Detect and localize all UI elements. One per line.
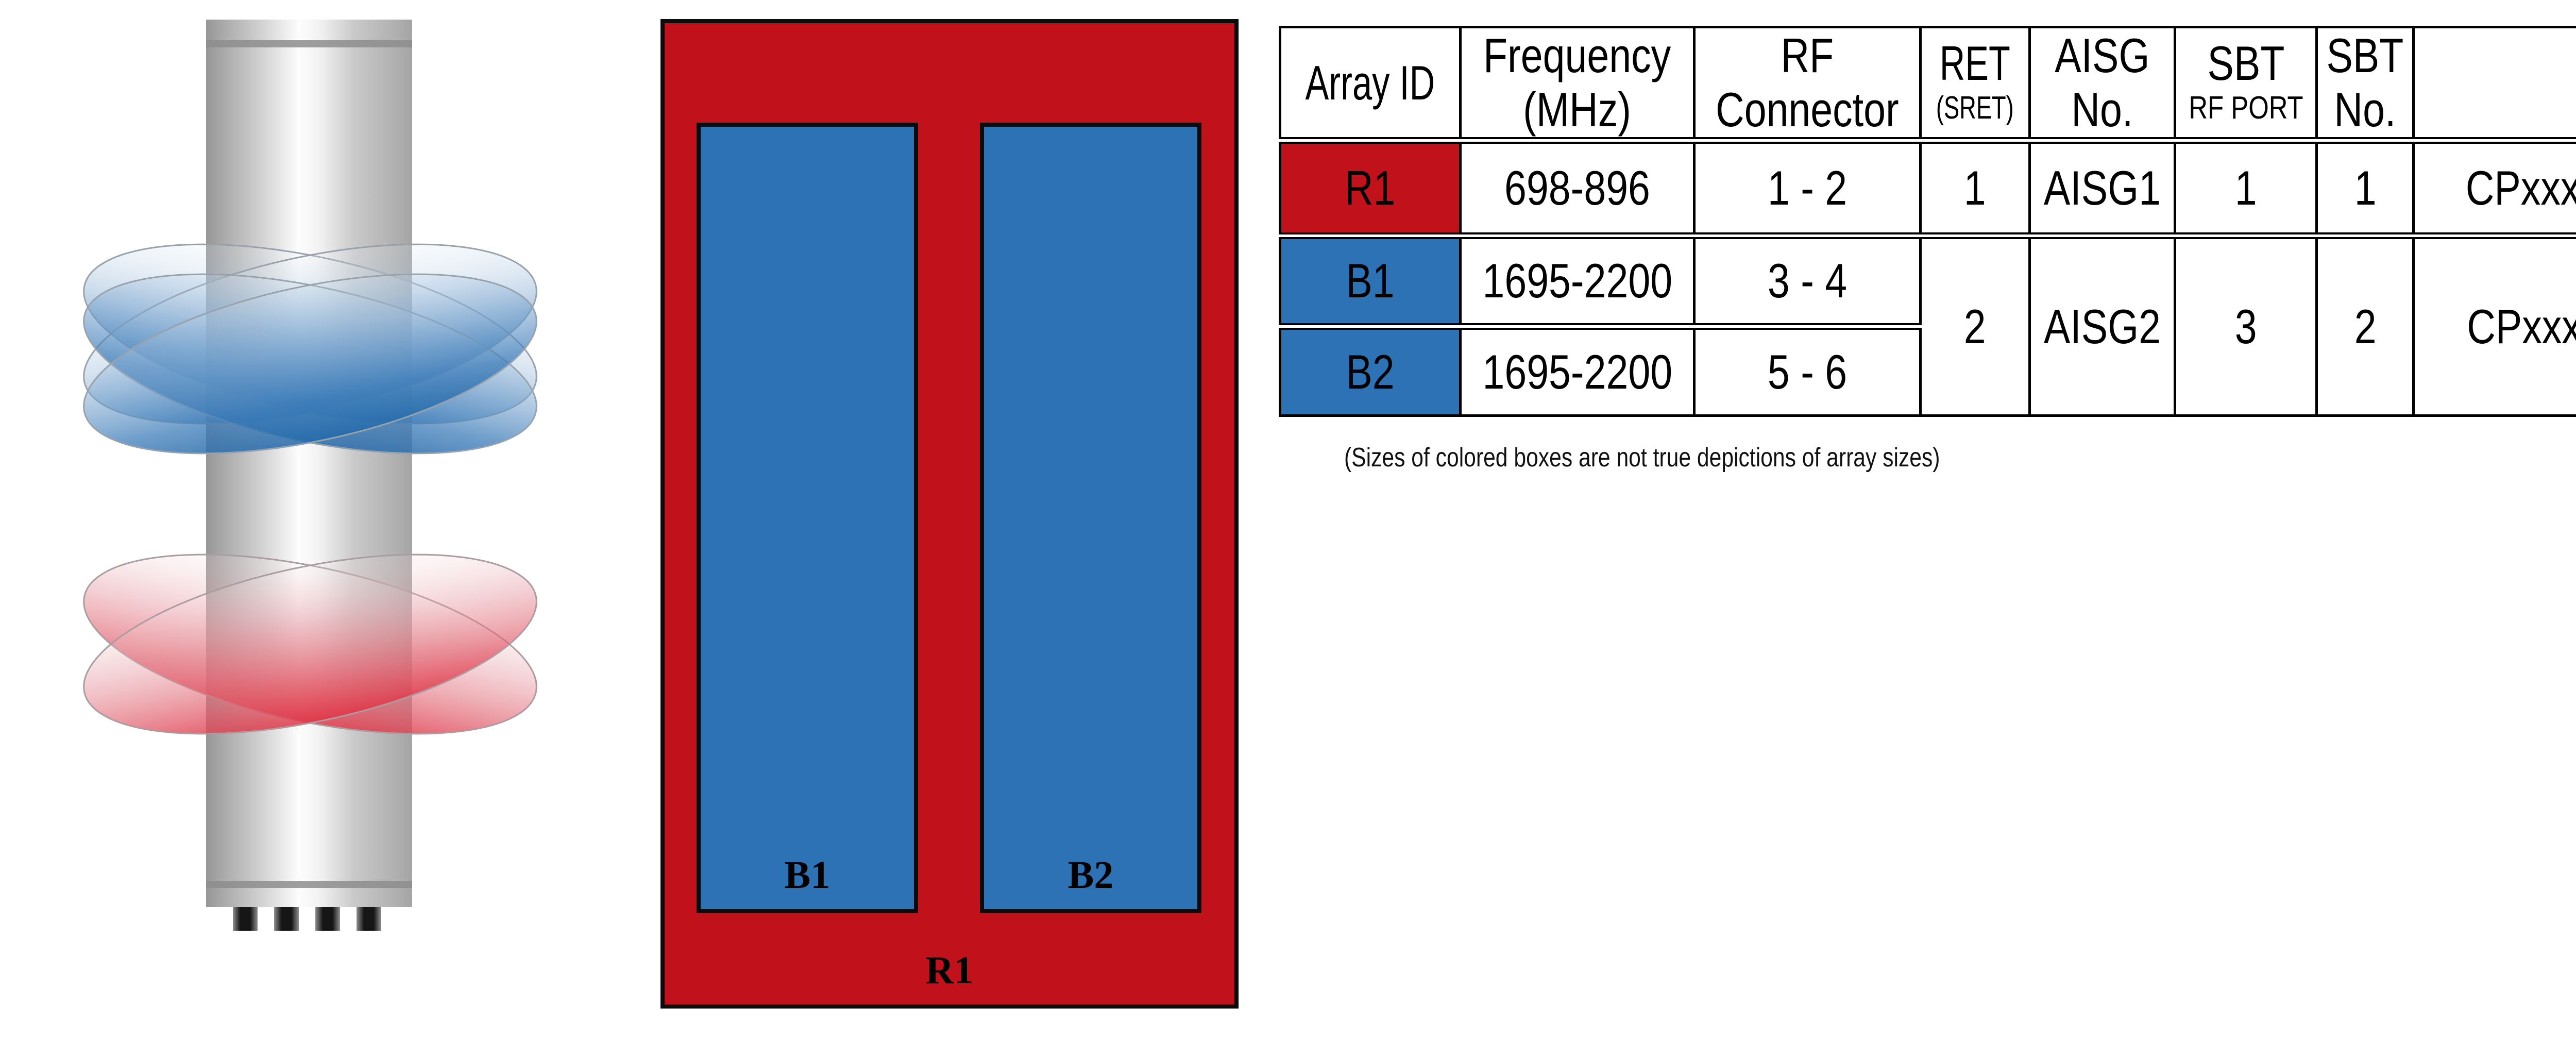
- array-box-b2: B2: [980, 123, 1201, 913]
- antenna-illustration: [83, 20, 537, 931]
- cell-r1-rf-connector: 1 - 2: [1693, 139, 1922, 239]
- header-rf-connector: RF Connector: [1693, 26, 1922, 144]
- cell-b2-rf-connector: 5 - 6: [1693, 325, 1922, 417]
- array-box-b1: B1: [697, 123, 918, 913]
- cylinder-top-seam: [206, 40, 412, 47]
- cell-r1-array-id: R1: [1279, 139, 1462, 239]
- cell-b-shared-sbt-no: 2: [2315, 234, 2415, 417]
- cell-b-shared-aisg: AISG2: [2028, 234, 2176, 417]
- cell-b-shared-ret: 2: [1919, 234, 2031, 417]
- cell-b2-array-id: B2: [1279, 325, 1462, 417]
- array-box-r1-label: R1: [925, 949, 974, 992]
- table-row-b1: B1 1695-2200 3 - 4 2 AISG2 3 2 CPxxxxxxx…: [1279, 234, 2576, 417]
- cell-r1-aisg: AISG1: [2028, 139, 2176, 239]
- cell-b-shared-sbt-rf-port: 3: [2173, 234, 2318, 417]
- cell-b1-rf-connector: 3 - 4: [1693, 234, 1922, 330]
- cell-b-shared-ret-uid: CPxxxxxxxxxxxxxxxxxxB1: [2412, 234, 2576, 417]
- header-array-id: Array ID: [1279, 26, 1462, 144]
- antenna-cylinder: [206, 20, 412, 907]
- cylinder-bottom-seam: [206, 881, 412, 888]
- table-row-b2: B2 1695-2200 5 - 6: [1279, 325, 2576, 417]
- cell-r1-ret: 1: [1919, 139, 2031, 239]
- blue-beam-discs: [83, 243, 537, 455]
- cell-r1-sbt-no: 1: [2315, 139, 2415, 239]
- header-ret-sret: RET (SRET): [1919, 26, 2031, 144]
- cell-r1-frequency: 698-896: [1459, 139, 1696, 239]
- red-beam-disc: [83, 553, 537, 735]
- header-ret-uid: RET UID: [2412, 26, 2576, 144]
- header-sbt-no: SBT No.: [2315, 26, 2415, 144]
- header-frequency: Frequency (MHz): [1459, 26, 1696, 144]
- array-config-table: Array ID Frequency (MHz) RF Connector RET(…: [1279, 26, 2576, 417]
- array-box-r1: B1 B2 R1: [660, 19, 1239, 1009]
- header-aisg-no: AISG No.: [2028, 26, 2176, 144]
- cell-r1-ret-uid: CPxxxxxxxxxxxxxxxxxxR1: [2412, 139, 2576, 239]
- table-header-row: Array ID Frequency (MHz) RF Connector RET(…: [1279, 26, 2576, 144]
- table-row-r1: R1 698-896 1 - 2 1 AISG1 1 1 CPxxxxxxxxx…: [1279, 139, 2576, 239]
- size-disclaimer-note: (Sizes of colored boxes are not true dep…: [1344, 443, 1940, 473]
- header-sbt-rf-port: SBT RF PORT: [2173, 26, 2318, 144]
- array-box-b1-label: B1: [784, 853, 831, 897]
- cell-r1-sbt-rf-port: 1: [2173, 139, 2318, 239]
- array-box-b2-label: B2: [1067, 853, 1114, 897]
- cell-b1-frequency: 1695-2200: [1459, 234, 1696, 330]
- cell-b1-array-id: B1: [1279, 234, 1462, 330]
- antenna-connector-feet: [233, 907, 381, 931]
- cell-b2-frequency: 1695-2200: [1459, 325, 1696, 417]
